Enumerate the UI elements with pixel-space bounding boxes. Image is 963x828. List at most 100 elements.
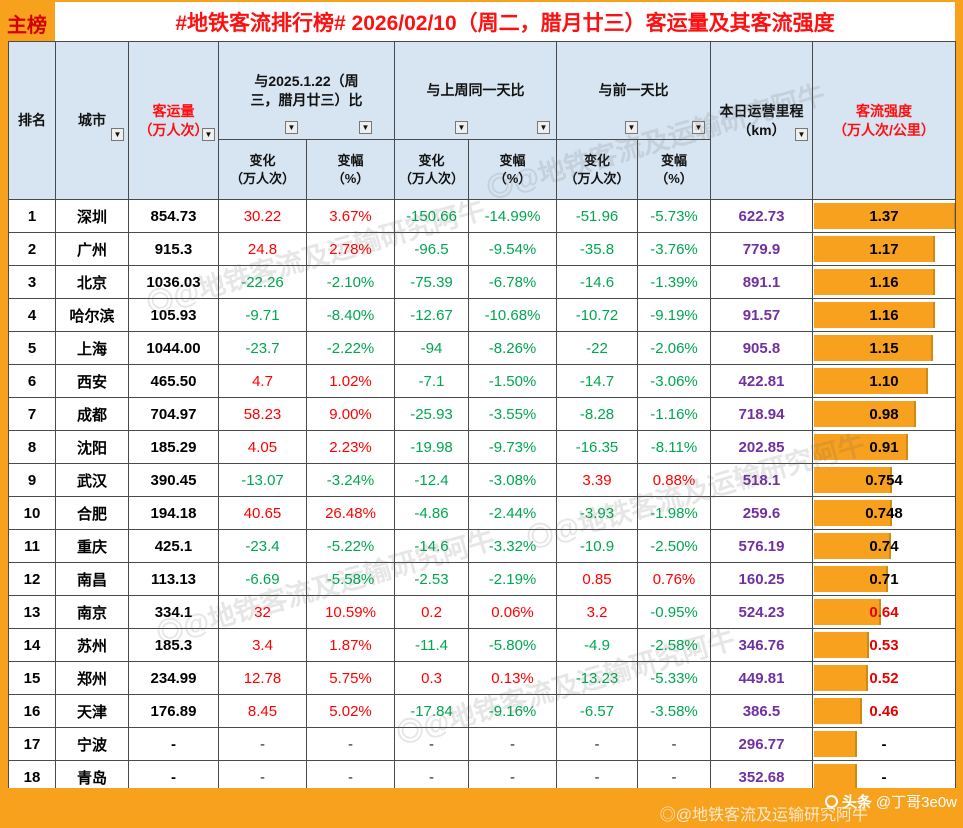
week-change-cell: -14.6 <box>394 529 469 563</box>
base-percent-cell: -3.24% <box>306 463 395 497</box>
day-change-cell: -16.35 <box>556 430 638 464</box>
subheader-base-percent: 变幅 （%） <box>306 139 395 200</box>
city-cell: 北京 <box>55 265 129 299</box>
city-cell: 武汉 <box>55 463 129 497</box>
filter-dropdown-icon[interactable] <box>455 121 468 134</box>
mileage-cell: 346.76 <box>710 628 813 662</box>
mileage-cell: 718.94 <box>710 397 813 431</box>
table-row: 2 广州 915.3 24.8 2.78% -96.5 -9.54% -35.8 -3.76% 7… <box>8 232 956 266</box>
base-change-cell: 12.78 <box>218 661 307 695</box>
filter-dropdown-icon[interactable] <box>537 121 550 134</box>
intensity-bar <box>814 533 891 559</box>
intensity-cell: 0.754 <box>812 463 956 497</box>
header-mileage-label: 本日运营里程 （km） <box>719 102 804 138</box>
mileage-cell: 422.81 <box>710 364 813 398</box>
week-change-cell: -96.5 <box>394 232 469 266</box>
header-volume: 客运量 （万人次） <box>128 41 219 200</box>
mileage-cell: 91.57 <box>710 298 813 332</box>
header-volume-label: 客运量 （万人次） <box>138 102 209 138</box>
intensity-value: 0.71 <box>869 570 899 588</box>
day-change-cell: -35.8 <box>556 232 638 266</box>
intensity-cell: 0.98 <box>812 397 956 431</box>
filter-dropdown-icon[interactable] <box>625 121 638 134</box>
table-row: 3 北京 1036.03 -22.26 -2.10% -75.39 -6.78% -14.6-… <box>8 265 956 299</box>
day-percent-cell: -9.19% <box>637 298 711 332</box>
volume-cell: 176.89 <box>128 694 219 728</box>
intensity-bar <box>814 665 868 691</box>
intensity-cell: 0.53 <box>812 628 956 662</box>
mileage-cell: 259.6 <box>710 496 813 530</box>
table-row: 8 沈阳 185.29 4.05 2.23% -19.98 -9.73% -16.35 -8.1… <box>8 430 956 464</box>
mileage-cell: 386.5 <box>710 694 813 728</box>
intensity-value: 0.91 <box>869 438 899 456</box>
filter-dropdown-icon[interactable] <box>285 121 298 134</box>
ranking-table: 排名 城市 客运量 （万人次） 与2025.1.22（周 三，腊月廿三）比 与上… <box>8 41 956 794</box>
mileage-cell: 296.77 <box>710 727 813 761</box>
week-change-cell: -12.67 <box>394 298 469 332</box>
intensity-cell: 1.16 <box>812 298 956 332</box>
intensity-cell: 1.17 <box>812 232 956 266</box>
day-percent-cell: 0.76% <box>637 562 711 596</box>
intensity-cell: 1.16 <box>812 265 956 299</box>
subheader-week-percent: 变幅 （%） <box>468 139 557 200</box>
filter-dropdown-icon[interactable] <box>359 121 372 134</box>
base-percent-cell: 26.48% <box>306 496 395 530</box>
subheader-base-change: 变化 （万人次） <box>218 139 307 200</box>
city-cell: 广州 <box>55 232 129 266</box>
table-row: 11 重庆 425.1 -23.4 -5.22% -14.6 -3.32% -10.9 -2.5… <box>8 529 956 563</box>
rank-cell: 14 <box>8 628 56 662</box>
header-compare-base-label: 与2025.1.22（周 三，腊月廿三）比 <box>250 72 363 108</box>
footer-watermark: ◎@地铁客流及运输研究阿牛 <box>659 807 868 824</box>
base-change-cell: - <box>218 727 307 761</box>
header-compare-day: 与前一天比 <box>556 41 711 140</box>
day-change-cell: -14.6 <box>556 265 638 299</box>
volume-cell: 194.18 <box>128 496 219 530</box>
intensity-value: 0.748 <box>865 504 903 522</box>
filter-dropdown-icon[interactable] <box>202 128 215 141</box>
corner-label: 主榜 <box>7 15 47 37</box>
subheader-label: 变化 （万人次） <box>398 152 464 186</box>
subheader-day-percent: 变幅 （%） <box>637 139 711 200</box>
header-compare-base: 与2025.1.22（周 三，腊月廿三）比 <box>218 41 395 140</box>
header-intensity: 客流强度 （万人次/公里） <box>812 41 956 200</box>
base-percent-cell: - <box>306 727 395 761</box>
intensity-value: 0.754 <box>865 471 903 489</box>
city-cell: 苏州 <box>55 628 129 662</box>
intensity-bar <box>814 236 935 262</box>
city-cell: 宁波 <box>55 727 129 761</box>
day-change-cell: 3.39 <box>556 463 638 497</box>
day-percent-cell: -0.95% <box>637 595 711 629</box>
filter-dropdown-icon[interactable] <box>795 128 808 141</box>
intensity-bar <box>814 500 893 526</box>
subheader-label: 变化 （万人次） <box>229 152 295 186</box>
day-percent-cell: -1.39% <box>637 265 711 299</box>
week-percent-cell: -3.08% <box>468 463 557 497</box>
filter-dropdown-icon[interactable] <box>111 128 124 141</box>
mileage-cell: 524.23 <box>710 595 813 629</box>
intensity-value: 0.53 <box>869 636 899 654</box>
day-percent-cell: -3.06% <box>637 364 711 398</box>
base-change-cell: -23.7 <box>218 331 307 365</box>
filter-dropdown-icon[interactable] <box>692 121 705 134</box>
volume-cell: 185.3 <box>128 628 219 662</box>
ranking-table-wrapper: 排名 城市 客运量 （万人次） 与2025.1.22（周 三，腊月廿三）比 与上… <box>8 41 956 794</box>
intensity-value: 1.15 <box>869 339 899 357</box>
base-percent-cell: 10.59% <box>306 595 395 629</box>
week-change-cell: -94 <box>394 331 469 365</box>
base-percent-cell: 2.78% <box>306 232 395 266</box>
mileage-cell: 576.19 <box>710 529 813 563</box>
week-change-cell: -75.39 <box>394 265 469 299</box>
intensity-value: 1.37 <box>869 207 899 225</box>
base-change-cell: 30.22 <box>218 199 307 233</box>
intensity-bar <box>814 269 935 295</box>
header-mileage: 本日运营里程 （km） <box>710 41 813 200</box>
week-percent-cell: -9.73% <box>468 430 557 464</box>
table-body: 1 深圳 854.73 30.22 3.67% -150.66 -14.99% -51.96-… <box>8 199 956 794</box>
intensity-cell: 1.37 <box>812 199 956 233</box>
intensity-bar <box>814 467 893 493</box>
day-percent-cell: -3.76% <box>637 232 711 266</box>
page-title: #地铁客流排行榜# 2026/02/10（周二，腊月廿三）客运量及其客流强度 <box>175 11 835 35</box>
week-percent-cell: -9.16% <box>468 694 557 728</box>
day-change-cell: 3.2 <box>556 595 638 629</box>
header-city: 城市 <box>55 41 129 200</box>
